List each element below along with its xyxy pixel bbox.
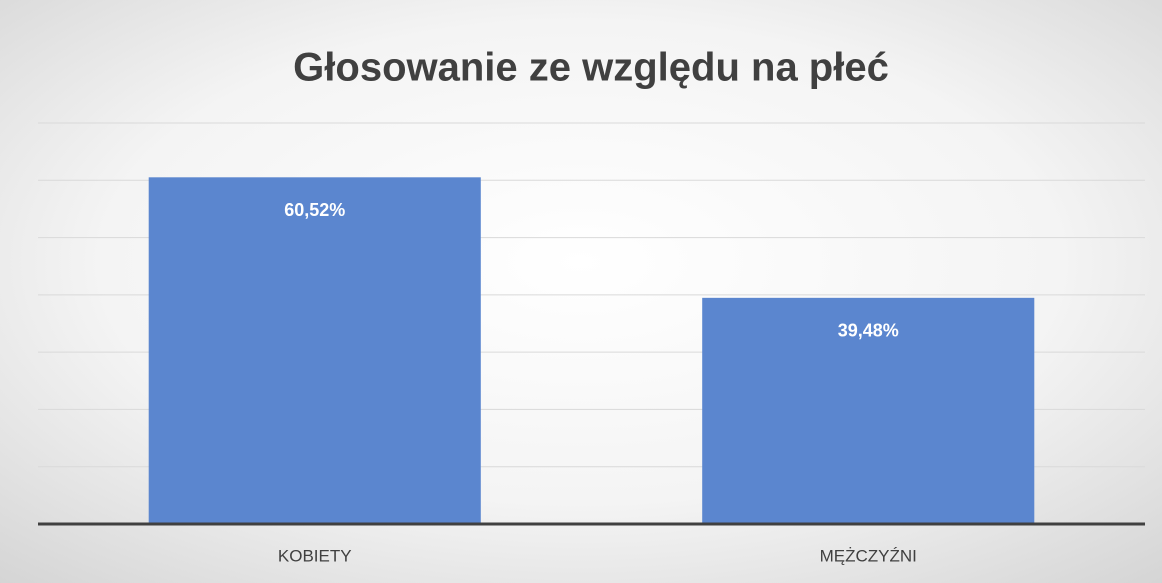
data-label: 60,52% [284, 200, 345, 220]
x-tick-label: KOBIETY [278, 546, 352, 565]
bar [148, 177, 481, 524]
bar [702, 297, 1035, 524]
chart-title: Głosowanie ze względu na płeć [293, 46, 889, 90]
x-tick-label: MĘŻCZYŹNI [820, 546, 917, 565]
data-label: 39,48% [838, 321, 899, 341]
